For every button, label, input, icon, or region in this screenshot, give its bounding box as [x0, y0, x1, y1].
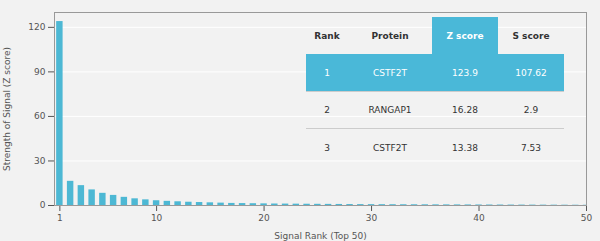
svg-text:30: 30	[34, 156, 46, 166]
html-text:7.53: 7.53	[521, 142, 541, 153]
svg-text:40: 40	[473, 213, 485, 223]
svg-text:1: 1	[57, 213, 63, 223]
html-text:123.9: 123.9	[452, 67, 478, 78]
html-text:2.9: 2.9	[523, 105, 539, 116]
html-text:Z score: Z score	[446, 30, 484, 41]
svg-text:60: 60	[34, 111, 46, 121]
html-text:16.28: 16.28	[452, 105, 478, 116]
html-text:CSTF2T: CSTF2T	[373, 67, 407, 78]
svg-text:10: 10	[151, 213, 163, 223]
html-text:13.38: 13.38	[452, 142, 478, 153]
svg-text:50: 50	[581, 213, 593, 223]
html-text:1: 1	[324, 67, 330, 78]
html-text:S score: S score	[512, 30, 550, 41]
svg-text:120: 120	[28, 22, 45, 32]
svg-text:Signal Rank (Top 50): Signal Rank (Top 50)	[274, 231, 366, 241]
html-text:Protein: Protein	[371, 30, 409, 41]
svg-text:0: 0	[40, 200, 46, 210]
svg-text:Strength of Signal (Z score): Strength of Signal (Z score)	[2, 47, 12, 171]
html-text:3: 3	[324, 142, 330, 153]
svg-text:90: 90	[34, 67, 46, 77]
html-text:107.62: 107.62	[515, 67, 547, 78]
html-text:RANGAP1: RANGAP1	[368, 105, 412, 116]
html-text:2: 2	[324, 105, 330, 116]
svg-text:30: 30	[366, 213, 378, 223]
svg-text:20: 20	[258, 213, 270, 223]
html-text:CSTF2T: CSTF2T	[373, 142, 407, 153]
html-text:Rank: Rank	[314, 30, 340, 41]
